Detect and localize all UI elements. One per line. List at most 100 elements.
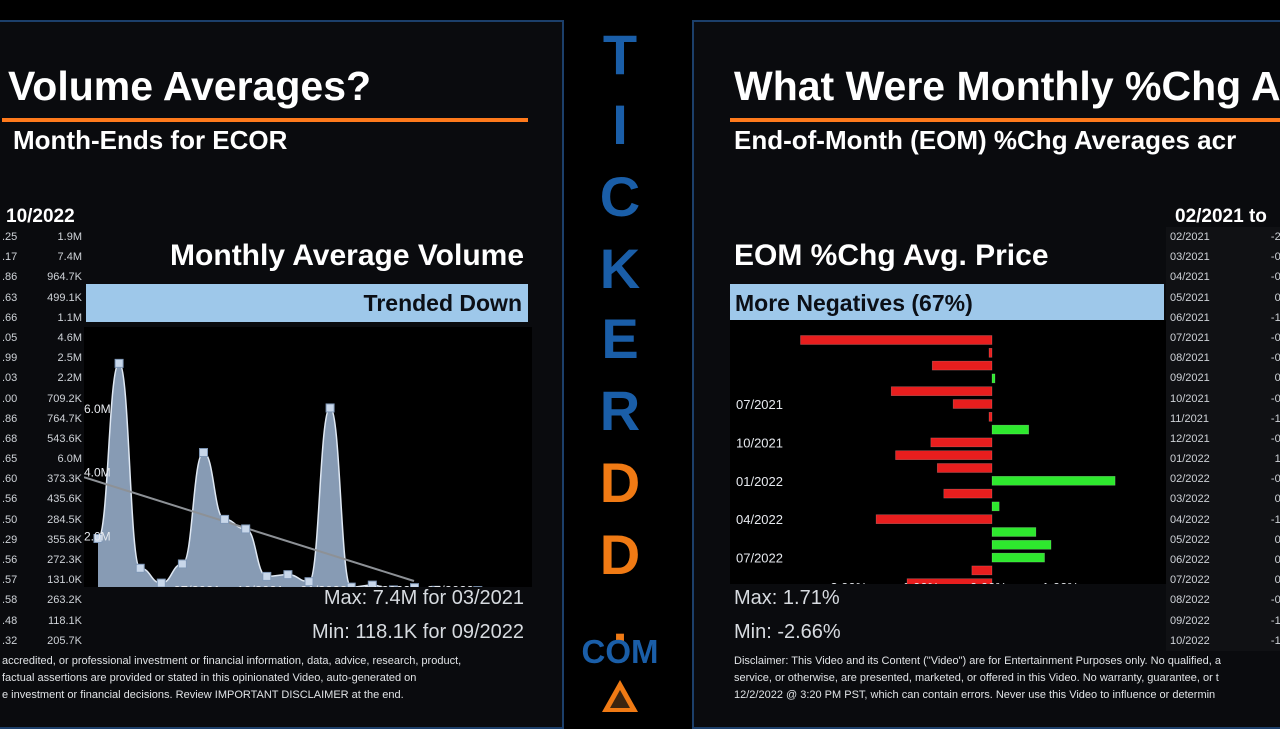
table-row: 06/2021-1.40 — [1166, 308, 1280, 328]
table-cell: -1.40 — [1230, 308, 1280, 328]
y-tick-label: 2.0M — [84, 529, 111, 543]
table-row: 10/2021-0.85 — [1166, 389, 1280, 409]
volume-point — [157, 579, 165, 587]
table-cell: .60 — [2, 469, 24, 489]
table-cell: 709.2K — [24, 389, 82, 409]
y-tick-label: 6.0M — [84, 402, 111, 416]
table-cell: -0.83 — [1230, 267, 1280, 287]
table-cell: 06/2021 — [1170, 308, 1230, 328]
disclaimer-line: service, or otherwise, are presented, ma… — [734, 670, 1221, 687]
disclaimer-line: Disclaimer: This Video and its Content (… — [734, 653, 1221, 670]
table-cell: 2.2M — [24, 368, 82, 388]
pct-bar — [992, 425, 1029, 434]
table-cell: 7.4M — [24, 247, 82, 267]
table-cell: .65 — [2, 449, 24, 469]
trend-banner: Trended Down — [86, 284, 528, 322]
table-row: 01/20221.71 — [1166, 449, 1280, 469]
x-tick-label: 1.00% — [1042, 580, 1079, 584]
pct-bar — [932, 361, 992, 370]
table-cell: 11/2021 — [1170, 409, 1230, 429]
pct-bar — [992, 502, 999, 511]
table-cell: 07/2021 — [1170, 328, 1230, 348]
logo-letter: E — [565, 306, 675, 371]
table-cell: .56 — [2, 489, 24, 509]
pct-bar — [992, 553, 1045, 562]
table-cell: .57 — [2, 570, 24, 590]
table-cell: .29 — [2, 530, 24, 550]
pct-panel-subtitle: End-of-Month (EOM) %Chg Averages acr — [734, 125, 1236, 156]
logo-letter: C — [565, 164, 675, 229]
pct-bar — [989, 412, 992, 421]
table-cell: .56 — [2, 550, 24, 570]
table-cell: -1.98 — [1230, 631, 1280, 651]
table-cell: 131.0K — [24, 570, 82, 590]
table-cell: 373.3K — [24, 469, 82, 489]
table-cell: -1.34 — [1230, 409, 1280, 429]
pct-table: 02/2021-2.6603/2021-0.0104/2021-0.8305/2… — [1166, 227, 1280, 651]
table-cell: 06/2022 — [1170, 550, 1230, 570]
table-row: 02/2021-2.66 — [1166, 227, 1280, 247]
pct-bar — [931, 438, 992, 447]
table-cell: 08/2021 — [1170, 348, 1230, 368]
table-cell: 05/2021 — [1170, 288, 1230, 308]
table-cell: -1.18 — [1230, 611, 1280, 631]
volume-point — [200, 449, 208, 457]
pct-bar — [972, 566, 992, 575]
table-cell: .58 — [2, 590, 24, 610]
table-cell: 10/2022 — [1170, 631, 1230, 651]
volume-chart-title: Monthly Average Volume — [170, 239, 524, 273]
table-cell: 4.6M — [24, 328, 82, 348]
table-cell: 0.10 — [1230, 489, 1280, 509]
table-cell: 08/2022 — [1170, 590, 1230, 610]
table-cell: 01/2022 — [1170, 449, 1230, 469]
volume-min-stat: Min: 118.1K for 09/2022 — [312, 621, 524, 644]
table-row: 04/2021-0.83 — [1166, 267, 1280, 287]
y-tick-label: 07/2021 — [736, 397, 783, 412]
pct-bar — [992, 528, 1036, 537]
logo-letter: R — [565, 378, 675, 443]
table-cell: 355.8K — [24, 530, 82, 550]
table-cell: -2.66 — [1230, 227, 1280, 247]
table-cell: .48 — [2, 611, 24, 631]
volume-point — [242, 525, 250, 533]
table-cell: .32 — [2, 631, 24, 651]
pct-bar — [989, 348, 992, 357]
disclaimer-line: e investment or financial decisions. Rev… — [2, 687, 461, 704]
table-row: 04/2022-1.61 — [1166, 510, 1280, 530]
date-range: 10/2022 — [6, 206, 75, 228]
table-cell: 435.6K — [24, 489, 82, 509]
pct-min-stat: Min: -2.66% — [734, 621, 841, 644]
table-cell: 04/2022 — [1170, 510, 1230, 530]
table-cell: 272.3K — [24, 550, 82, 570]
volume-point — [221, 515, 229, 523]
pct-bar — [953, 400, 992, 409]
logo-letter: K — [565, 236, 675, 301]
disclaimer: Disclaimer: This Video and its Content (… — [734, 653, 1221, 704]
table-cell: 0.04 — [1230, 288, 1280, 308]
volume-point — [284, 571, 292, 579]
table-cell: .86 — [2, 267, 24, 287]
table-row: 10/2022-1.98 — [1166, 631, 1280, 651]
date-range: 02/2021 to — [1175, 206, 1267, 228]
pct-bar — [992, 476, 1115, 485]
triangle-logo-icon — [598, 676, 642, 716]
table-row: 08/2022-0.28 — [1166, 590, 1280, 610]
table-cell: 0.61 — [1230, 530, 1280, 550]
volume-panel: Volume Averages? Month-Ends for ECOR 10/… — [0, 20, 564, 729]
table-cell: 263.2K — [24, 590, 82, 610]
